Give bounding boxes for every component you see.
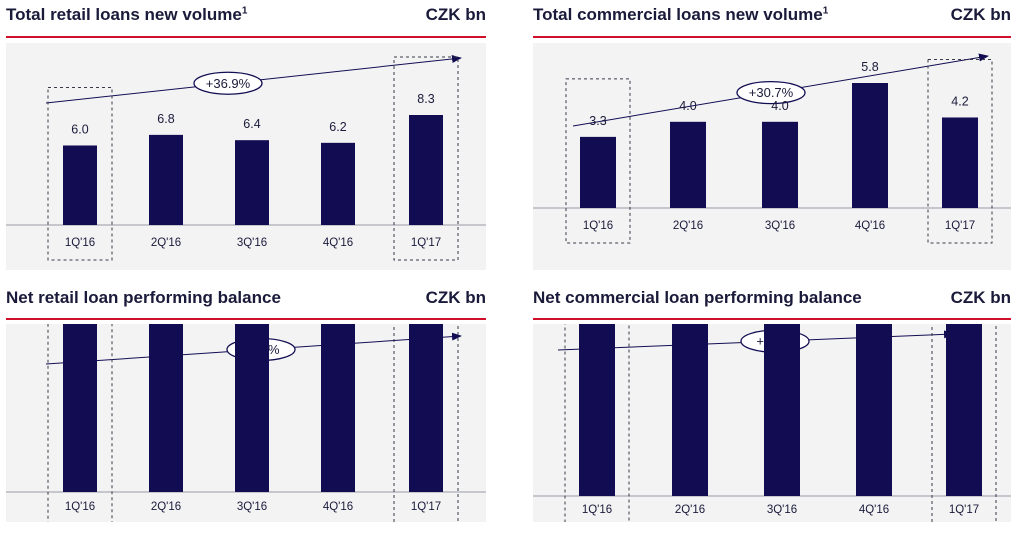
panel-title: Net retail loan performing balance bbox=[6, 288, 281, 307]
bar-1Q16 bbox=[580, 136, 616, 208]
value-label: 4.0 bbox=[679, 99, 696, 113]
bar-1Q17 bbox=[946, 324, 982, 496]
value-label: 6.4 bbox=[243, 117, 260, 131]
category-label: 1Q'16 bbox=[65, 237, 95, 249]
category-label: 1Q'17 bbox=[949, 504, 979, 516]
bar-4Q16 bbox=[856, 324, 892, 496]
chart-panel-commercial-balance: Net commercial loan performing balance C… bbox=[533, 288, 1011, 528]
category-label: 2Q'16 bbox=[673, 220, 703, 232]
bar-1Q17 bbox=[409, 324, 443, 492]
bar-3Q16 bbox=[235, 324, 269, 492]
highlight-box bbox=[931, 324, 997, 522]
value-label: 4.2 bbox=[951, 94, 968, 108]
highlight-box bbox=[564, 324, 630, 522]
bar-2Q16 bbox=[670, 121, 706, 208]
category-label: 2Q'16 bbox=[151, 501, 181, 513]
highlight-box bbox=[927, 58, 993, 244]
bar-4Q16 bbox=[321, 324, 355, 492]
bar-chart-svg: +36.9% 6.0 1Q'16 6.8 2Q'16 6.4 3Q'16 6.2 4Q'16 8.… bbox=[6, 54, 486, 261]
growth-badge bbox=[736, 80, 806, 105]
growth-label: +36.9% bbox=[206, 76, 251, 91]
chart-area: +5.0%51.71Q'1652.22Q'1652.83Q'1653.04Q'1… bbox=[6, 324, 486, 522]
bar-2Q16 bbox=[149, 134, 183, 225]
category-label: 1Q'16 bbox=[583, 220, 613, 232]
bar-2Q16 bbox=[672, 324, 708, 496]
value-label: 4.0 bbox=[771, 99, 788, 113]
bar-3Q16 bbox=[762, 121, 798, 208]
highlight-box bbox=[393, 56, 459, 261]
bar-4Q16 bbox=[321, 142, 355, 225]
chart-area: +30.7% 3.3 1Q'16 4.0 2Q'16 4.0 3Q'16 5.8 4Q'16 4.… bbox=[533, 43, 1011, 270]
category-label: 1Q'17 bbox=[411, 501, 441, 513]
bar-1Q16 bbox=[579, 324, 615, 496]
title-underline bbox=[533, 36, 1011, 38]
category-label: 4Q'16 bbox=[859, 504, 889, 516]
chart-area: +36.9% 6.0 1Q'16 6.8 2Q'16 6.4 3Q'16 6.2 4Q'16 8.… bbox=[6, 43, 486, 270]
category-label: 2Q'16 bbox=[675, 504, 705, 516]
value-label: 6.8 bbox=[157, 112, 174, 126]
category-label: 2Q'16 bbox=[151, 237, 181, 249]
category-label: 3Q'16 bbox=[767, 504, 797, 516]
panel-unit: CZK bn bbox=[425, 5, 486, 24]
category-label: 1Q'17 bbox=[945, 220, 975, 232]
category-label: 1Q'16 bbox=[65, 501, 95, 513]
category-label: 3Q'16 bbox=[765, 220, 795, 232]
category-label: 1Q'17 bbox=[411, 237, 441, 249]
chart-panel-retail-new-volume: Total retail loans new volume1 CZK bn +3… bbox=[6, 5, 486, 270]
bar-1Q17 bbox=[942, 117, 978, 208]
chart-panel-retail-balance: Net retail loan performing balance CZK b… bbox=[6, 288, 486, 528]
growth-label: +30.7% bbox=[749, 85, 794, 100]
panel-unit: CZK bn bbox=[425, 288, 486, 307]
category-label: 3Q'16 bbox=[237, 237, 267, 249]
bar-chart-svg: +30.7% 3.3 1Q'16 4.0 2Q'16 4.0 3Q'16 5.8 4Q'16 4.… bbox=[533, 53, 1011, 244]
panel-unit: CZK bn bbox=[950, 5, 1011, 24]
bar-1Q16 bbox=[63, 145, 97, 225]
chart-area: +6.6%53.21Q'1653.82Q'1654.43Q'1656.74Q'1… bbox=[533, 324, 1011, 522]
highlight-box bbox=[565, 78, 631, 244]
title-underline bbox=[6, 36, 486, 38]
chart-panel-commercial-new-volume: Total commercial loans new volume1 CZK b… bbox=[533, 5, 1011, 270]
bar-1Q17 bbox=[409, 115, 443, 225]
bar-2Q16 bbox=[149, 324, 183, 492]
panel-title: Net commercial loan performing balance bbox=[533, 288, 862, 307]
category-label: 1Q'16 bbox=[582, 504, 612, 516]
category-label: 4Q'16 bbox=[323, 237, 353, 249]
highlight-box bbox=[393, 324, 459, 522]
category-label: 3Q'16 bbox=[237, 501, 267, 513]
bar-3Q16 bbox=[235, 140, 269, 225]
highlight-box bbox=[47, 86, 113, 261]
bar-chart-svg: +5.0%51.71Q'1652.22Q'1652.83Q'1653.04Q'1… bbox=[6, 324, 486, 522]
value-label: 8.3 bbox=[417, 92, 434, 106]
category-label: 4Q'16 bbox=[855, 220, 885, 232]
title-underline bbox=[6, 318, 486, 320]
highlight-box bbox=[47, 324, 113, 522]
growth-badge bbox=[193, 71, 263, 95]
title-underline bbox=[533, 318, 1011, 320]
value-label: 5.8 bbox=[861, 60, 878, 74]
category-label: 4Q'16 bbox=[323, 501, 353, 513]
panel-title: Total retail loans new volume1 bbox=[6, 5, 248, 24]
bar-4Q16 bbox=[852, 83, 888, 208]
bar-3Q16 bbox=[764, 324, 800, 496]
value-label: 3.3 bbox=[589, 114, 606, 128]
value-label: 6.0 bbox=[71, 122, 88, 136]
panel-unit: CZK bn bbox=[950, 288, 1011, 307]
panel-title: Total commercial loans new volume1 bbox=[533, 5, 829, 24]
value-label: 6.2 bbox=[329, 120, 346, 134]
bar-1Q16 bbox=[63, 324, 97, 492]
bar-chart-svg: +6.6%53.21Q'1653.82Q'1654.43Q'1656.74Q'1… bbox=[533, 324, 1011, 522]
